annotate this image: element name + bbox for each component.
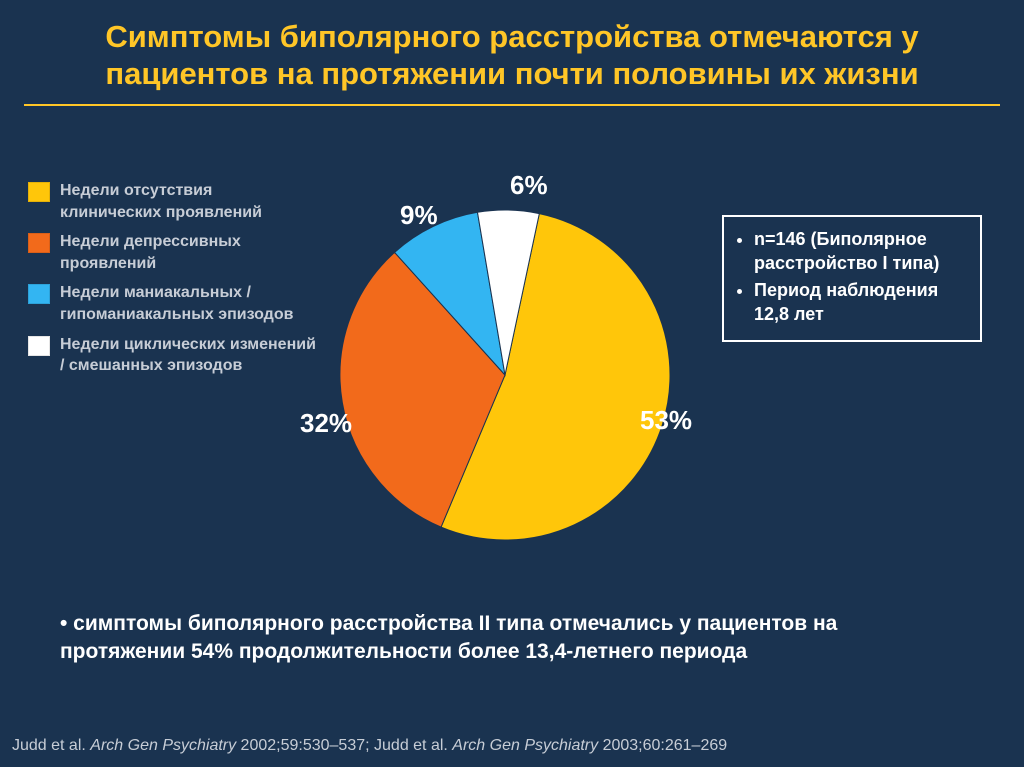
pie-slice-label: 6% — [510, 170, 548, 201]
pie-slice-label: 32% — [300, 408, 352, 439]
legend-item: Недели отсутствия клинических проявлений — [28, 180, 318, 223]
bottom-note: • симптомы биполярного расстройства II т… — [60, 610, 964, 667]
legend-swatch — [28, 284, 50, 304]
citation-j2: Arch Gen Psychiatry — [452, 737, 598, 754]
legend-label: Недели отсутствия клинических проявлений — [60, 180, 318, 223]
title-underline — [24, 104, 1000, 106]
slide-title: Симптомы биполярного расстройства отмеча… — [0, 0, 1024, 100]
citation-a1: Judd et al. — [12, 737, 90, 754]
legend-label: Недели депрессивных проявлений — [60, 231, 318, 274]
info-list: n=146 (Биполярное расстройство I типа)Пе… — [736, 227, 968, 326]
legend-item: Недели циклических изменений / смешанных… — [28, 334, 318, 377]
info-box: n=146 (Биполярное расстройство I типа)Пе… — [722, 215, 982, 342]
legend-item: Недели депрессивных проявлений — [28, 231, 318, 274]
legend-item: Недели маниакальных / гипоманиакальных э… — [28, 282, 318, 325]
legend-swatch — [28, 182, 50, 202]
legend-swatch — [28, 233, 50, 253]
pie-slice-label: 53% — [640, 405, 692, 436]
info-item: Период наблюдения 12,8 лет — [754, 278, 968, 327]
legend: Недели отсутствия клинических проявлений… — [28, 180, 318, 385]
pie-svg — [305, 175, 705, 575]
pie-slice-label: 9% — [400, 200, 438, 231]
info-item: n=146 (Биполярное расстройство I типа) — [754, 227, 968, 276]
legend-label: Недели маниакальных / гипоманиакальных э… — [60, 282, 318, 325]
citation-p2: 2003;60:261–269 — [598, 737, 727, 754]
slide-root: Симптомы биполярного расстройства отмеча… — [0, 0, 1024, 767]
citation-j1: Arch Gen Psychiatry — [90, 737, 236, 754]
legend-swatch — [28, 336, 50, 356]
pie-chart — [305, 175, 705, 575]
citation: Judd et al. Arch Gen Psychiatry 2002;59:… — [12, 737, 1012, 755]
legend-label: Недели циклических изменений / смешанных… — [60, 334, 318, 377]
citation-p1: 2002;59:530–537; Judd et al. — [236, 737, 452, 754]
